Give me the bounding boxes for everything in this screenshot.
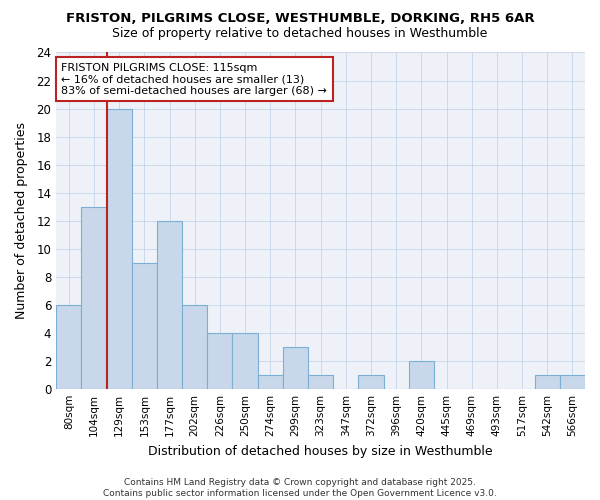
Y-axis label: Number of detached properties: Number of detached properties (15, 122, 28, 320)
Text: FRISTON PILGRIMS CLOSE: 115sqm
← 16% of detached houses are smaller (13)
83% of : FRISTON PILGRIMS CLOSE: 115sqm ← 16% of … (61, 62, 328, 96)
Bar (157, 221, 182, 389)
Bar (132, 263, 157, 389)
Text: FRISTON, PILGRIMS CLOSE, WESTHUMBLE, DORKING, RH5 6AR: FRISTON, PILGRIMS CLOSE, WESTHUMBLE, DOR… (65, 12, 535, 26)
Bar (232, 333, 257, 389)
X-axis label: Distribution of detached houses by size in Westhumble: Distribution of detached houses by size … (148, 444, 493, 458)
Bar (560, 375, 585, 389)
Bar (257, 375, 283, 389)
Bar (207, 333, 232, 389)
Text: Size of property relative to detached houses in Westhumble: Size of property relative to detached ho… (112, 28, 488, 40)
Bar (308, 375, 333, 389)
Bar (107, 108, 132, 389)
Bar (182, 305, 207, 389)
Bar (82, 207, 107, 389)
Bar (358, 375, 383, 389)
Bar (283, 347, 308, 389)
Bar (56, 305, 82, 389)
Bar (409, 361, 434, 389)
Bar (535, 375, 560, 389)
Text: Contains HM Land Registry data © Crown copyright and database right 2025.
Contai: Contains HM Land Registry data © Crown c… (103, 478, 497, 498)
